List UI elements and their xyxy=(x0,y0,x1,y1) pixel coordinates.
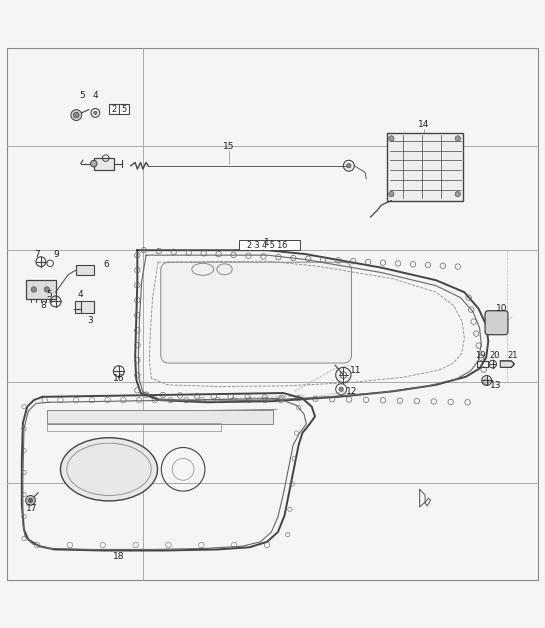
Text: 5: 5 xyxy=(46,290,52,300)
Text: 1: 1 xyxy=(264,237,270,247)
Circle shape xyxy=(44,287,50,292)
Bar xyxy=(75,301,94,313)
Bar xyxy=(47,423,221,431)
Text: 15: 15 xyxy=(223,142,235,151)
Bar xyxy=(26,280,56,299)
Polygon shape xyxy=(500,361,514,367)
Text: 4: 4 xyxy=(78,290,83,300)
FancyBboxPatch shape xyxy=(161,263,352,363)
Text: 2 3 4 5 16: 2 3 4 5 16 xyxy=(247,241,287,250)
Text: 16: 16 xyxy=(113,374,125,383)
Bar xyxy=(94,158,114,170)
Circle shape xyxy=(455,136,461,141)
Text: 5: 5 xyxy=(79,92,84,100)
Circle shape xyxy=(74,112,79,118)
Circle shape xyxy=(347,163,351,168)
Text: 21: 21 xyxy=(507,351,518,360)
Text: 14: 14 xyxy=(419,120,429,129)
Circle shape xyxy=(90,160,97,167)
Text: 9: 9 xyxy=(54,249,59,259)
Ellipse shape xyxy=(60,438,158,501)
Circle shape xyxy=(28,498,33,502)
Circle shape xyxy=(339,387,343,391)
Circle shape xyxy=(94,111,97,114)
Text: 20: 20 xyxy=(489,351,500,360)
Bar xyxy=(387,133,463,200)
Bar xyxy=(47,410,273,424)
Text: 19: 19 xyxy=(475,351,486,360)
Text: 5: 5 xyxy=(121,105,126,114)
Text: 8: 8 xyxy=(41,301,46,310)
FancyBboxPatch shape xyxy=(485,311,508,335)
Text: 7: 7 xyxy=(34,249,40,259)
Circle shape xyxy=(31,287,37,292)
Text: 4: 4 xyxy=(93,92,98,100)
Circle shape xyxy=(26,495,35,506)
Bar xyxy=(76,265,94,275)
Text: 13: 13 xyxy=(490,381,502,391)
Circle shape xyxy=(455,192,461,197)
Text: 2: 2 xyxy=(112,105,117,114)
FancyBboxPatch shape xyxy=(239,241,300,250)
Text: 3: 3 xyxy=(87,316,93,325)
Text: 17: 17 xyxy=(26,504,38,512)
Text: 18: 18 xyxy=(113,552,125,561)
Text: 6: 6 xyxy=(104,261,109,269)
FancyBboxPatch shape xyxy=(109,104,129,114)
Circle shape xyxy=(71,110,82,121)
Text: 10: 10 xyxy=(495,304,507,313)
Circle shape xyxy=(389,136,394,141)
Text: 12: 12 xyxy=(346,387,357,396)
Circle shape xyxy=(389,192,394,197)
Text: 11: 11 xyxy=(349,366,361,375)
